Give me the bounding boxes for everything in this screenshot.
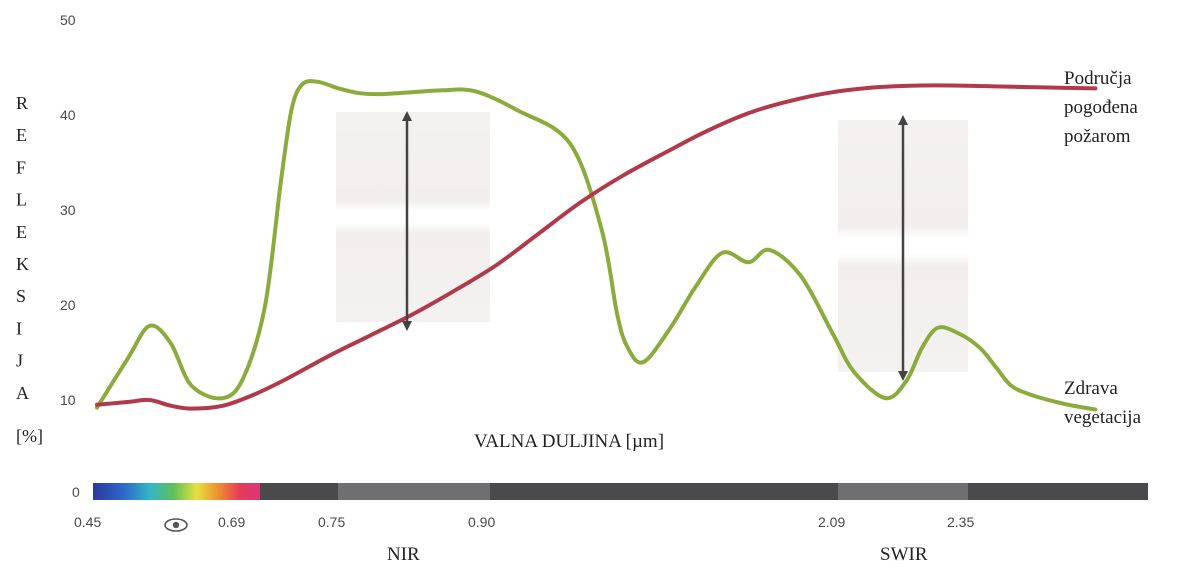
y-tick-label: 10 xyxy=(60,392,76,408)
spectrum-tick-label: 0.75 xyxy=(318,514,345,530)
band-label-swir: SWIR xyxy=(880,544,928,565)
y-axis-label-letter: A xyxy=(16,383,29,403)
y-tick-label: 30 xyxy=(60,202,76,218)
y-axis-label-letter: E xyxy=(16,222,27,242)
nir-segment-b xyxy=(338,483,490,500)
y-tick-label: 40 xyxy=(60,107,76,123)
y-axis-label-letter: I xyxy=(16,318,22,338)
visible-spectrum-segment xyxy=(93,483,260,500)
y-axis-label-letter: L xyxy=(16,190,27,210)
mid-segment xyxy=(490,483,838,500)
band-label-nir: NIR xyxy=(387,544,420,565)
spectrum-tick-label: 2.09 xyxy=(818,514,845,530)
y-tick-labels: 50 40 30 20 10 xyxy=(60,12,76,408)
spectrum-zero-label: 0 xyxy=(72,484,80,500)
end-segment xyxy=(968,483,1148,500)
y-axis-label-letter: F xyxy=(16,157,26,177)
nir-highlight xyxy=(336,112,490,322)
nir-segment-a xyxy=(260,483,338,500)
y-axis-label-letter: S xyxy=(16,286,26,306)
series-label-line: požarom xyxy=(1064,126,1131,147)
eye-icon xyxy=(164,518,188,532)
series-label-line: Područja xyxy=(1064,68,1132,89)
y-axis-unit: [%] xyxy=(16,426,43,446)
swir-segment xyxy=(838,483,968,500)
series-line-burned-area xyxy=(95,83,1098,411)
series-label-healthy-vegetation: Zdrava vegetacija xyxy=(1064,378,1142,428)
y-axis-label-letter: E xyxy=(16,125,27,145)
x-axis-label: VALNA DULJINA [µm] xyxy=(474,431,664,452)
y-tick-label: 20 xyxy=(60,297,76,313)
y-axis-label-letter: R xyxy=(16,93,28,113)
y-axis-label-letter: J xyxy=(16,351,23,371)
series-label-line: vegetacija xyxy=(1064,407,1142,428)
spectrum-tick-label: 0.45 xyxy=(74,514,101,530)
spectrum-bar xyxy=(93,483,1148,500)
spectrum-tick-labels: 0.45 0.69 0.75 0.90 2.09 2.35 xyxy=(74,514,974,530)
spectrum-tick-label: 0.90 xyxy=(468,514,495,530)
series-label-burned-area: Područja pogođena požarom xyxy=(1064,68,1138,147)
series-label-line: pogođena xyxy=(1064,97,1138,118)
series-label-line: Zdrava xyxy=(1064,378,1118,399)
spectrum-tick-label: 2.35 xyxy=(947,514,974,530)
y-tick-label: 50 xyxy=(60,12,76,28)
spectrum-tick-label: 0.69 xyxy=(218,514,245,530)
y-axis-label-letter: K xyxy=(16,254,29,274)
series-line-healthy-vegetation xyxy=(95,79,1098,412)
